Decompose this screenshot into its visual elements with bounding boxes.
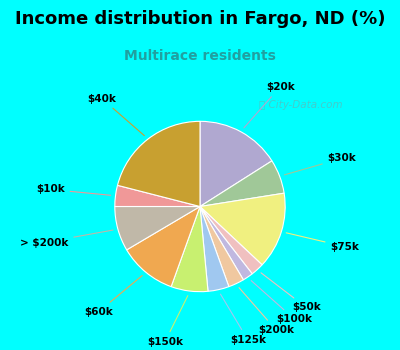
Text: Income distribution in Fargo, ND (%): Income distribution in Fargo, ND (%)	[15, 10, 385, 28]
Wedge shape	[200, 161, 284, 206]
Text: $75k: $75k	[286, 233, 359, 252]
Text: Multirace residents: Multirace residents	[124, 49, 276, 63]
Wedge shape	[115, 185, 200, 206]
Wedge shape	[200, 206, 262, 274]
Text: $50k: $50k	[261, 273, 321, 313]
Text: $30k: $30k	[284, 153, 356, 175]
Text: $200k: $200k	[239, 288, 294, 335]
Wedge shape	[200, 121, 272, 206]
Text: $150k: $150k	[147, 296, 188, 347]
Text: $10k: $10k	[36, 184, 110, 195]
Text: ⓘ City-Data.com: ⓘ City-Data.com	[259, 99, 343, 110]
Wedge shape	[200, 206, 229, 291]
Wedge shape	[200, 206, 243, 287]
Wedge shape	[200, 193, 285, 265]
Text: $100k: $100k	[251, 281, 313, 324]
Wedge shape	[118, 121, 200, 206]
Wedge shape	[115, 206, 200, 250]
Wedge shape	[200, 206, 252, 280]
Wedge shape	[171, 206, 208, 292]
Text: $125k: $125k	[220, 294, 266, 345]
Text: $60k: $60k	[84, 275, 142, 317]
Text: $40k: $40k	[88, 94, 144, 136]
Text: $20k: $20k	[244, 82, 294, 128]
Wedge shape	[127, 206, 200, 287]
Text: > $200k: > $200k	[20, 230, 113, 247]
